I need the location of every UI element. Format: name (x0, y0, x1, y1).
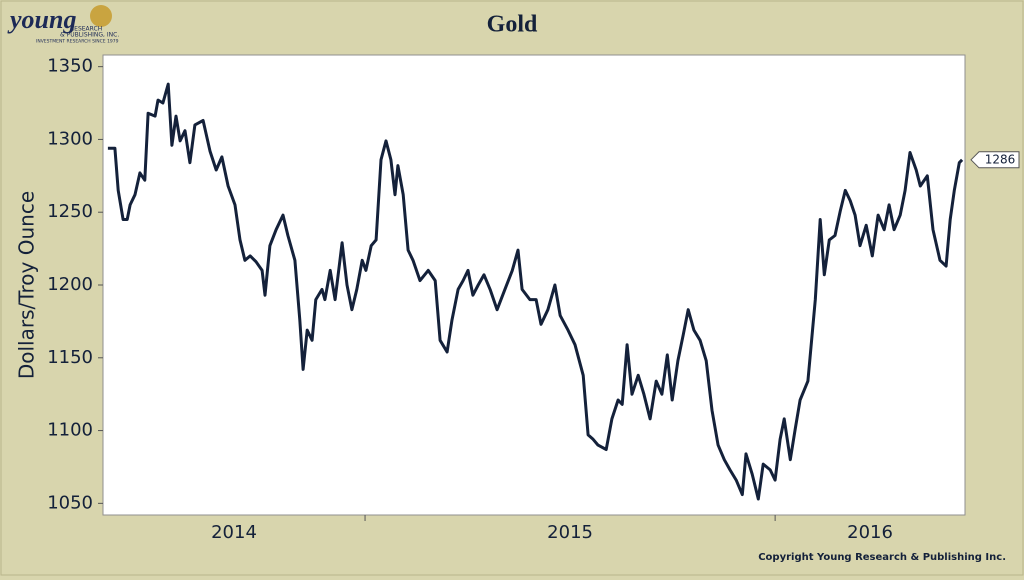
chart-title: Gold (487, 12, 538, 38)
logo-line: RESEARCH (70, 26, 102, 33)
price-line (107, 82, 964, 501)
logo-globe (90, 5, 112, 27)
logo-tagline: INVESTMENT RESEARCH SINCE 1979 (36, 39, 119, 45)
x-tick-label: 2015 (547, 522, 593, 543)
plot-area (102, 54, 966, 516)
x-tick-label: 2016 (847, 522, 893, 543)
y-tick-label: 1200 (47, 274, 93, 295)
copyright: Copyright Young Research & Publishing In… (758, 552, 1006, 563)
logo-line: & PUBLISHING, INC. (60, 32, 119, 39)
logo-name: young (7, 5, 76, 34)
y-tick-label: 1050 (47, 492, 93, 513)
y-tick-label: 1250 (47, 201, 93, 222)
end-label: 1286 (985, 152, 1016, 166)
y-tick-label: 1100 (47, 420, 93, 441)
end-label-box (970, 151, 1020, 169)
y-axis-label: Dollars/Troy Ounce (15, 191, 39, 379)
x-tick-label: 2014 (211, 522, 257, 543)
y-tick-label: 1350 (47, 56, 93, 77)
y-tick-label: 1300 (47, 128, 93, 149)
y-tick-label: 1150 (47, 347, 93, 368)
